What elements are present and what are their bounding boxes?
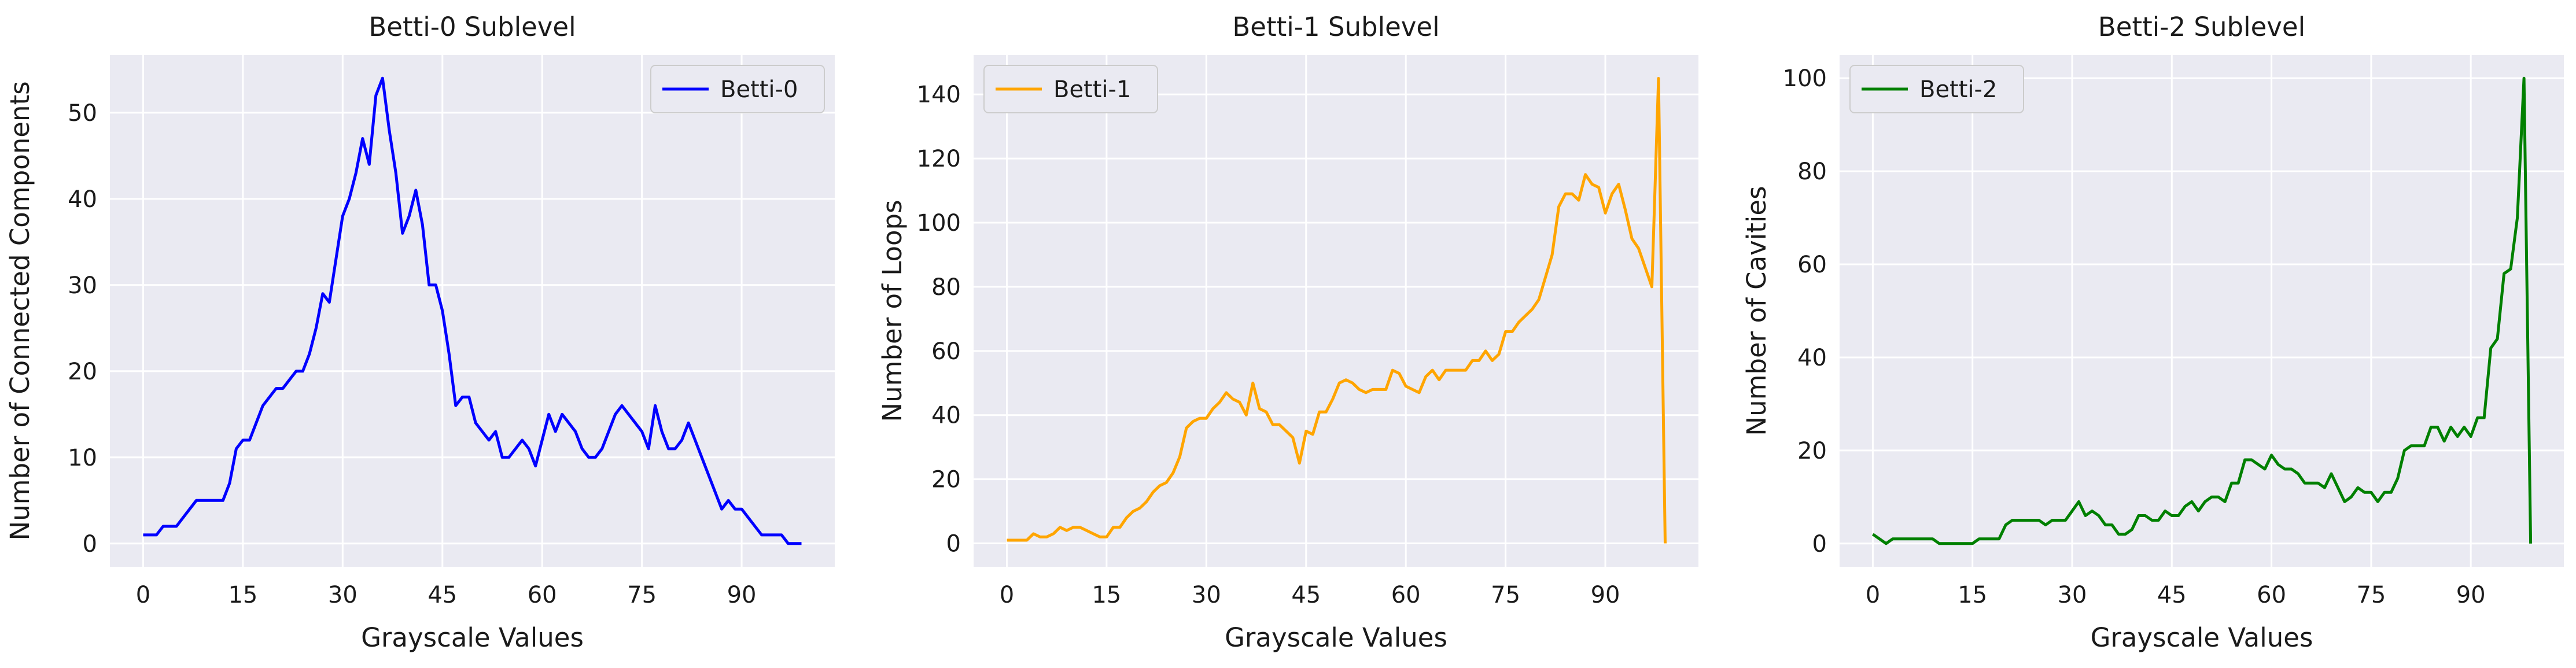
betti-0-legend: Betti-0 xyxy=(650,65,825,113)
betti-0-x-tick-label: 45 xyxy=(428,582,457,608)
betti-2-x-tick-label: 75 xyxy=(2356,582,2386,608)
betti-1-y-tick-label: 20 xyxy=(931,467,961,493)
betti-1-y-tick-label: 60 xyxy=(931,338,961,365)
betti-0-x-axis-label: Grayscale Values xyxy=(361,622,584,653)
betti-0-x-tick-label: 30 xyxy=(328,582,358,608)
betti-2-x-axis-label: Grayscale Values xyxy=(2091,622,2313,653)
betti-1-chart-title: Betti-1 Sublevel xyxy=(1232,12,1439,42)
betti-1-y-tick-label: 140 xyxy=(917,82,961,108)
betti-1-legend-box xyxy=(983,65,1158,113)
betti-1-y-tick-label: 40 xyxy=(931,403,961,429)
betti-1-x-tick-label: 0 xyxy=(1000,582,1014,608)
betti-2-legend: Betti-2 xyxy=(1849,65,2024,113)
betti-0-y-tick-label: 0 xyxy=(83,531,97,558)
betti-1-x-tick-label: 30 xyxy=(1192,582,1221,608)
betti-1-y-tick-label: 100 xyxy=(917,210,961,237)
betti-0-x-tick-label: 0 xyxy=(136,582,150,608)
betti-0-x-tick-label: 60 xyxy=(528,582,557,608)
betti-1-y-axis-label: Number of Loops xyxy=(877,200,908,422)
betti-2-x-tick-label: 30 xyxy=(2058,582,2087,608)
betti-0-y-tick-label: 20 xyxy=(68,359,97,385)
betti-0-legend-label: Betti-0 xyxy=(720,76,798,103)
betti-2-y-tick-label: 80 xyxy=(1797,158,1827,185)
betti-2-x-tick-label: 90 xyxy=(2456,582,2486,608)
betti-1-x-tick-label: 75 xyxy=(1491,582,1520,608)
betti-1-x-tick-label: 60 xyxy=(1391,582,1421,608)
betti-2-x-tick-label: 45 xyxy=(2157,582,2187,608)
betti-0-y-tick-label: 30 xyxy=(68,272,97,299)
betti-0-legend-box xyxy=(650,65,825,113)
betti-2-plot-area xyxy=(1840,55,2564,567)
betti-1-x-tick-label: 90 xyxy=(1591,582,1620,608)
betti-1-x-axis-label: Grayscale Values xyxy=(1225,622,1447,653)
betti-0-y-axis-label: Number of Connected Components xyxy=(5,81,35,540)
betti-0-plot-area xyxy=(110,55,835,567)
betti-0-y-tick-label: 50 xyxy=(68,100,97,127)
betti-1-y-tick-label: 120 xyxy=(917,146,961,172)
betti-2-y-tick-label: 100 xyxy=(1783,65,1827,92)
betti-2-series-line xyxy=(1871,76,2533,545)
betti-2-x-tick-label: 0 xyxy=(1866,582,1880,608)
betti-2-x-tick-label: 15 xyxy=(1958,582,1987,608)
betti-1-x-tick-label: 15 xyxy=(1092,582,1121,608)
betti-2-legend-box xyxy=(1849,65,2024,113)
betti-0-panel: 0 15 30 45 60 75 90 0 10 20 30 40 50 Betti-0 Sublevel… xyxy=(5,12,835,653)
betti-1-y-tick-label: 80 xyxy=(931,274,961,301)
betti-1-plot-area xyxy=(974,55,1698,567)
betti-2-legend-label: Betti-2 xyxy=(1919,76,1997,103)
betti-1-legend: Betti-1 xyxy=(983,65,1158,113)
betti-0-x-tick-label: 75 xyxy=(627,582,657,608)
betti-2-panel: 0 15 30 45 60 75 90 0 20 40 60 80 100 Betti-2 Subleve… xyxy=(1741,12,2564,653)
betti-2-x-tick-label: 60 xyxy=(2257,582,2286,608)
betti-2-y-tick-label: 0 xyxy=(1812,531,1827,558)
betti-0-chart-title: Betti-0 Sublevel xyxy=(368,12,576,42)
betti-2-y-tick-label: 20 xyxy=(1797,438,1827,464)
betti-2-y-axis-label: Number of Cavities xyxy=(1741,186,1772,436)
betti-0-y-tick-label: 10 xyxy=(68,445,97,471)
betti-2-y-tick-label: 60 xyxy=(1797,252,1827,278)
betti-1-legend-label: Betti-1 xyxy=(1053,76,1131,103)
betti-0-x-tick-label: 15 xyxy=(228,582,257,608)
betti-2-chart-title: Betti-2 Sublevel xyxy=(2098,12,2305,42)
betti-0-x-tick-label: 90 xyxy=(727,582,757,608)
betti-1-x-tick-label: 45 xyxy=(1291,582,1321,608)
betti-1-panel: 0 15 30 45 60 75 90 0 20 40 60 80 100 120 140 Betti-1 S… xyxy=(877,12,1698,653)
betti-1-series-line xyxy=(1007,77,1667,544)
betti-0-y-tick-label: 40 xyxy=(68,186,97,213)
betti-1-y-tick-label: 0 xyxy=(946,531,961,558)
betti-0-series-line xyxy=(143,76,802,545)
betti-2-y-tick-label: 40 xyxy=(1797,345,1827,371)
